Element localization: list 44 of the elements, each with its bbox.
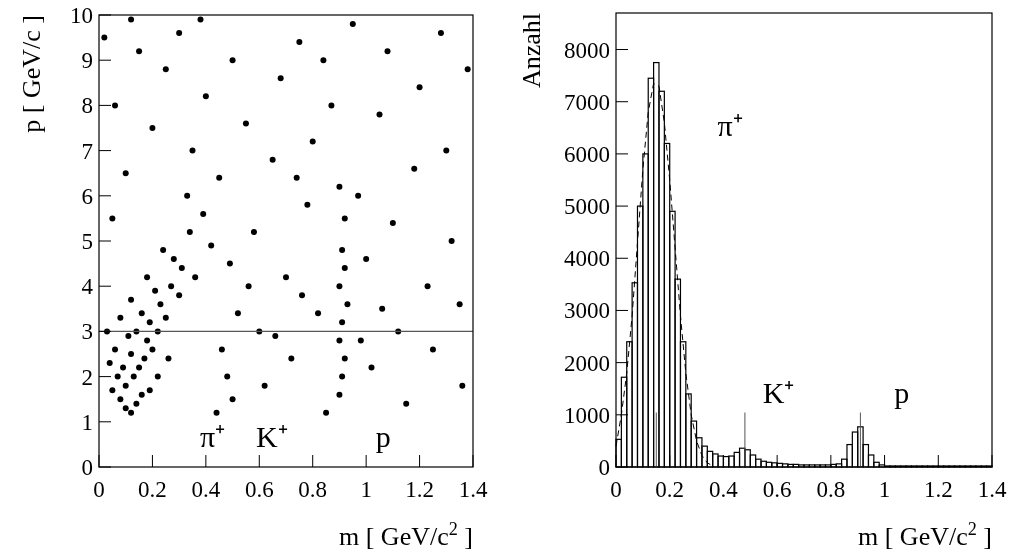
- x-tick-label: 0.6: [244, 477, 274, 502]
- y-tick-label: 2: [81, 364, 93, 390]
- x-tick-label: 1.4: [458, 477, 488, 502]
- y-tick-label: 4000: [564, 246, 610, 272]
- y-tick-label: 0: [598, 455, 610, 480]
- annotation: π⁺: [199, 419, 226, 453]
- y-tick-label: 1: [81, 409, 93, 435]
- x-tick-label: 1: [360, 477, 372, 502]
- y-tick-label: 2000: [564, 350, 610, 376]
- y-tick-label: 0: [81, 455, 93, 480]
- y-tick-label: 8: [81, 93, 93, 119]
- annotation: π⁺: [717, 108, 743, 142]
- y-tick-label: 9: [81, 48, 93, 74]
- x-tick-label: 0.2: [138, 477, 167, 502]
- x-axis-title: m [ GeV/c$^{2}$ ]: [338, 519, 473, 551]
- x-tick-label: 0.6: [762, 477, 792, 502]
- annotation: p: [375, 419, 391, 453]
- y-tick-label: 3000: [564, 298, 610, 324]
- x-tick-label: 1.2: [923, 477, 953, 502]
- y-tick-label: 6: [81, 183, 93, 209]
- y-tick-label: 6000: [564, 141, 610, 167]
- y-tick-label: 1000: [564, 402, 610, 428]
- y-axis-title: p [ GeV/c ]: [17, 15, 46, 133]
- y-tick-label: 7000: [564, 89, 610, 115]
- x-tick-label: 0.4: [191, 477, 221, 502]
- y-axis-title: Anzahl: [517, 13, 546, 89]
- y-tick-label: 3: [81, 319, 93, 345]
- x-tick-label: 0.8: [816, 477, 846, 502]
- y-tick-label: 10: [70, 3, 93, 28]
- y-tick-label: 4: [81, 274, 94, 300]
- x-tick-label: 0.2: [655, 477, 685, 502]
- x-axis-title: m [ GeV/c$^{2}$ ]: [857, 519, 992, 551]
- annotation: K⁺: [256, 419, 288, 453]
- x-tick-label: 0.4: [709, 477, 739, 502]
- x-tick-label: 1.4: [977, 477, 1007, 502]
- y-tick-label: 5000: [564, 194, 610, 220]
- y-tick-label: 5: [81, 229, 93, 254]
- annotation: p: [894, 376, 910, 410]
- annotation: K⁺: [762, 376, 795, 410]
- y-tick-label: 7: [81, 138, 93, 164]
- x-tick-label: 1.2: [405, 477, 434, 502]
- x-tick-label: 1: [878, 477, 891, 502]
- y-tick-label: 8000: [564, 37, 610, 63]
- x-tick-label: 0.8: [298, 477, 328, 502]
